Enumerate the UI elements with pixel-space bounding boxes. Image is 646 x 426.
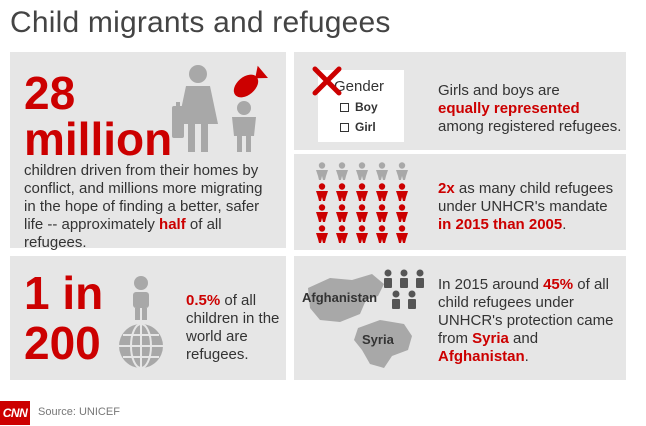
- gender-form-icon: Gender Boy Girl: [318, 70, 404, 142]
- child-figure-icon: [396, 162, 408, 180]
- child-figure-icon: [336, 204, 348, 222]
- big-number-200: 200: [24, 317, 101, 369]
- panel-2x: [294, 154, 626, 250]
- big-number-1-in: 1 in: [24, 267, 104, 319]
- child-figure-icon: [376, 183, 388, 201]
- child-figure-icon: [356, 204, 368, 222]
- child-figure-icon: [336, 225, 348, 243]
- child-figure-icon: [376, 162, 388, 180]
- map-label-syria: Syria: [362, 332, 394, 347]
- panel4-description: 0.5% of all children in the world are re…: [186, 292, 280, 363]
- checkbox-boy: Boy: [340, 100, 378, 114]
- child-figure-icon: [396, 204, 408, 222]
- gender-label: Gender: [334, 78, 385, 95]
- page-title: Child migrants and refugees: [10, 6, 391, 39]
- child-figure-icon: [356, 183, 368, 201]
- big-number-million: million: [24, 113, 173, 165]
- big-number-28: 28: [24, 67, 76, 119]
- refugee-family-icon: [384, 269, 424, 309]
- child-figure-icon: [336, 162, 348, 180]
- panel1-description: children driven from their homes by conf…: [24, 162, 263, 251]
- child-figure-icon: [316, 225, 328, 243]
- child-figure-icon: [316, 204, 328, 222]
- source-credit: Source: UNICEF: [38, 406, 120, 418]
- child-figure-icon: [316, 183, 328, 201]
- family-bomb-icon: [172, 65, 268, 152]
- map-label-afghanistan: Afghanistan: [302, 290, 378, 305]
- child-figure-icon: [356, 225, 368, 243]
- panel2-description: Girls and boys are equally represented a…: [438, 82, 622, 135]
- child-figure-icon: [396, 183, 408, 201]
- child-figure-icon: [376, 204, 388, 222]
- child-figure-icon: [396, 225, 408, 243]
- red-x-icon: [312, 66, 342, 96]
- child-figure-icon: [336, 183, 348, 201]
- checkbox-girl: Girl: [340, 120, 376, 134]
- panel3-description: 2x as many child refugees under UNHCR's …: [438, 180, 614, 233]
- child-figure-icon: [376, 225, 388, 243]
- people-grid-icon: [316, 162, 408, 243]
- child-on-globe-icon: [119, 276, 163, 369]
- child-figure-icon: [316, 162, 328, 180]
- cnn-logo[interactable]: CNN: [0, 401, 30, 425]
- child-figure-icon: [356, 162, 368, 180]
- panel5-description: In 2015 around 45% of all child refugees…: [438, 276, 614, 365]
- afghanistan-syria-map: [308, 274, 412, 368]
